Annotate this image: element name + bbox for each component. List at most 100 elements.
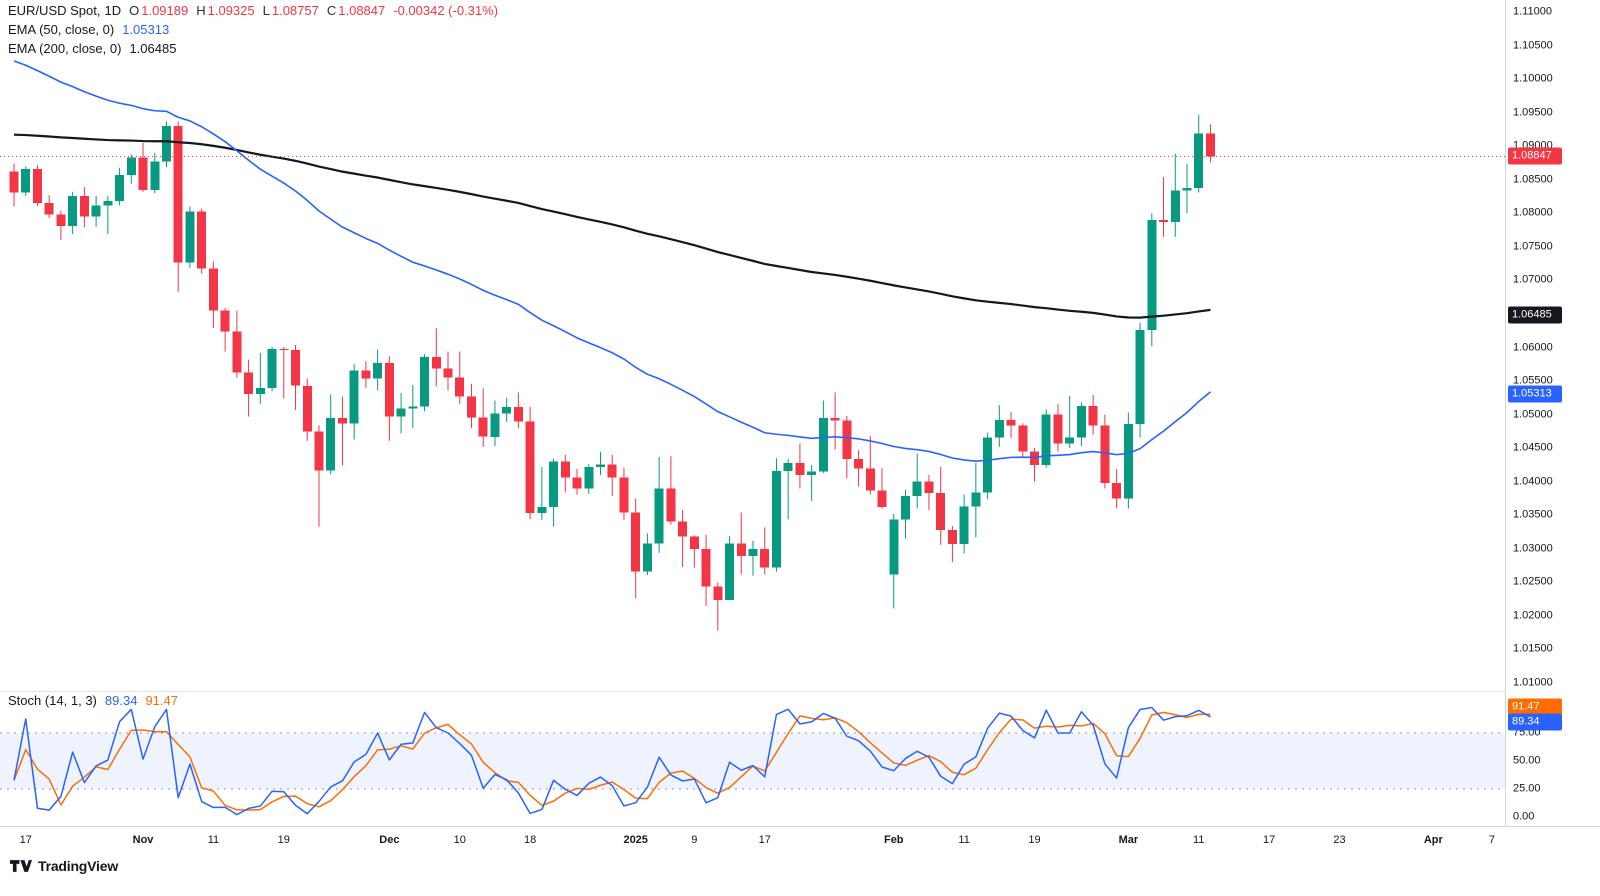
chart-canvas[interactable] bbox=[0, 0, 1600, 854]
candle-body-down bbox=[361, 370, 371, 379]
stoch-k-badge: 89.34 bbox=[1508, 713, 1562, 731]
tradingview-logo-icon bbox=[10, 860, 32, 872]
candle-body-down bbox=[689, 536, 699, 549]
candle-body-down bbox=[455, 377, 465, 397]
timeframe-label[interactable]: 1D bbox=[104, 3, 122, 18]
candle-body-down bbox=[208, 268, 218, 311]
time-tick-label: 11 bbox=[207, 834, 220, 846]
candle-body-up bbox=[408, 406, 418, 409]
stoch-d-line bbox=[13, 711, 1211, 811]
price-tick-label: 1.08500 bbox=[1513, 173, 1553, 186]
candle-body-up bbox=[1123, 423, 1133, 499]
candle-body-down bbox=[32, 169, 42, 204]
candle-body-down bbox=[572, 477, 582, 489]
candle-body-up bbox=[420, 356, 430, 407]
candle-body-down bbox=[924, 481, 934, 494]
high-label: H bbox=[196, 3, 206, 18]
candle-body-down bbox=[44, 203, 54, 215]
candle-body-up bbox=[267, 348, 277, 388]
candle-body-up bbox=[150, 161, 160, 190]
candle-body-down bbox=[220, 310, 230, 332]
candle-body-down bbox=[936, 493, 946, 531]
candle-body-down bbox=[525, 421, 535, 514]
tradingview-logo-text: TradingView bbox=[38, 858, 119, 874]
candle-body-up bbox=[255, 387, 265, 394]
candle-body-down bbox=[607, 464, 617, 478]
candle-body-down bbox=[760, 548, 770, 568]
stoch-k-line bbox=[13, 706, 1211, 816]
ema200-price-badge: 1.06485 bbox=[1508, 306, 1562, 324]
candle-body-down bbox=[466, 396, 476, 418]
price-tick-label: 1.11000 bbox=[1513, 5, 1552, 18]
price-tick-label: 1.08000 bbox=[1513, 206, 1553, 219]
time-tick-label: 23 bbox=[1333, 834, 1346, 846]
price-tick-label: 1.09500 bbox=[1513, 106, 1553, 119]
candle-body-up bbox=[115, 175, 125, 202]
candle-body-up bbox=[185, 211, 195, 263]
candle-body-down bbox=[678, 521, 688, 537]
tradingview-logo[interactable]: TradingView bbox=[10, 856, 118, 876]
candle-body-up bbox=[91, 205, 101, 217]
high-value: 1.09325 bbox=[207, 3, 255, 18]
stoch-tick-label: 0.00 bbox=[1513, 810, 1535, 823]
price-tick-label: 1.10000 bbox=[1513, 72, 1553, 85]
candle-body-up bbox=[1076, 405, 1086, 438]
candle-body-up bbox=[889, 519, 899, 575]
time-tick-label: Nov bbox=[132, 834, 154, 846]
candle-body-down bbox=[443, 368, 453, 378]
candle-body-up bbox=[654, 488, 664, 544]
candle-body-down bbox=[701, 548, 711, 587]
time-tick-label: 17 bbox=[1262, 834, 1276, 846]
candle-body-up bbox=[1041, 414, 1051, 465]
candle-body-up bbox=[642, 543, 652, 572]
time-tick-label: 17 bbox=[758, 834, 771, 846]
time-tick-label: 7 bbox=[1488, 834, 1496, 846]
candle-body-down bbox=[1100, 425, 1110, 484]
candle-body-down bbox=[736, 543, 746, 557]
ema50-line bbox=[13, 60, 1211, 462]
price-tick-label: 1.03500 bbox=[1513, 508, 1553, 521]
candle-body-down bbox=[1112, 483, 1122, 499]
time-axis[interactable]: 17 Nov 11 19 Dec 10 18 2025 9 17 Feb 11 19 Mar 11 17 23 A… bbox=[0, 826, 1600, 854]
candle-body-up bbox=[1194, 133, 1204, 188]
candle-body-up bbox=[1170, 190, 1180, 223]
stoch-legend-row[interactable]: Stoch (14, 1, 3) 89.34 91.47 bbox=[8, 693, 178, 712]
candle-body-up bbox=[161, 126, 171, 162]
stoch-k-value: 89.34 bbox=[104, 693, 138, 708]
candle-body-down bbox=[1088, 405, 1098, 426]
price-tick-label: 1.02500 bbox=[1513, 575, 1553, 588]
time-tick-label: Dec bbox=[379, 834, 400, 846]
stoch-tick-label: 75.00 bbox=[1513, 726, 1541, 739]
candle-body-down bbox=[138, 157, 148, 190]
candle-body-down bbox=[795, 462, 805, 475]
ema200-legend-row[interactable]: EMA (200, close, 0) 1.06485 bbox=[8, 41, 498, 60]
candle-body-down bbox=[1018, 425, 1028, 452]
time-tick-label: 18 bbox=[523, 834, 537, 846]
candle-body-up bbox=[584, 466, 594, 489]
candle-body-down bbox=[197, 211, 207, 269]
candle-body-up bbox=[1182, 187, 1192, 191]
price-tick-label: 1.10500 bbox=[1513, 39, 1553, 52]
price-tick-label: 1.04000 bbox=[1513, 475, 1553, 488]
price-axis[interactable]: 1.01000 1.01500 1.02000 1.02500 1.03000 1.035… bbox=[1505, 0, 1600, 826]
low-value: 1.08757 bbox=[271, 3, 319, 18]
candle-body-up bbox=[1135, 330, 1145, 424]
candle-body-up bbox=[1147, 220, 1157, 331]
candle-body-down bbox=[830, 417, 840, 421]
candle-body-down bbox=[877, 490, 887, 508]
price-tick-label: 1.04500 bbox=[1513, 441, 1553, 454]
ema50-legend-row[interactable]: EMA (50, close, 0) 1.05313 bbox=[8, 22, 498, 41]
price-tick-label: 1.05500 bbox=[1513, 374, 1553, 387]
symbol-legend-row[interactable]: EUR/USD Spot, 1D O 1.09189 H 1.09325 L 1.08… bbox=[8, 3, 498, 22]
time-tick-label: 19 bbox=[277, 834, 290, 846]
low-label: L bbox=[262, 3, 270, 18]
symbol-title[interactable]: EUR/USD Spot, bbox=[8, 3, 101, 18]
candle-body-down bbox=[431, 356, 441, 369]
candle-body-up bbox=[596, 464, 605, 467]
candle-body-up bbox=[549, 461, 559, 508]
candle-body-up bbox=[349, 370, 359, 424]
candle-body-up bbox=[21, 169, 31, 193]
candle-body-up bbox=[900, 495, 910, 520]
ema200-label: EMA (200, close, 0) bbox=[8, 41, 122, 56]
candle-body-up bbox=[971, 492, 981, 507]
